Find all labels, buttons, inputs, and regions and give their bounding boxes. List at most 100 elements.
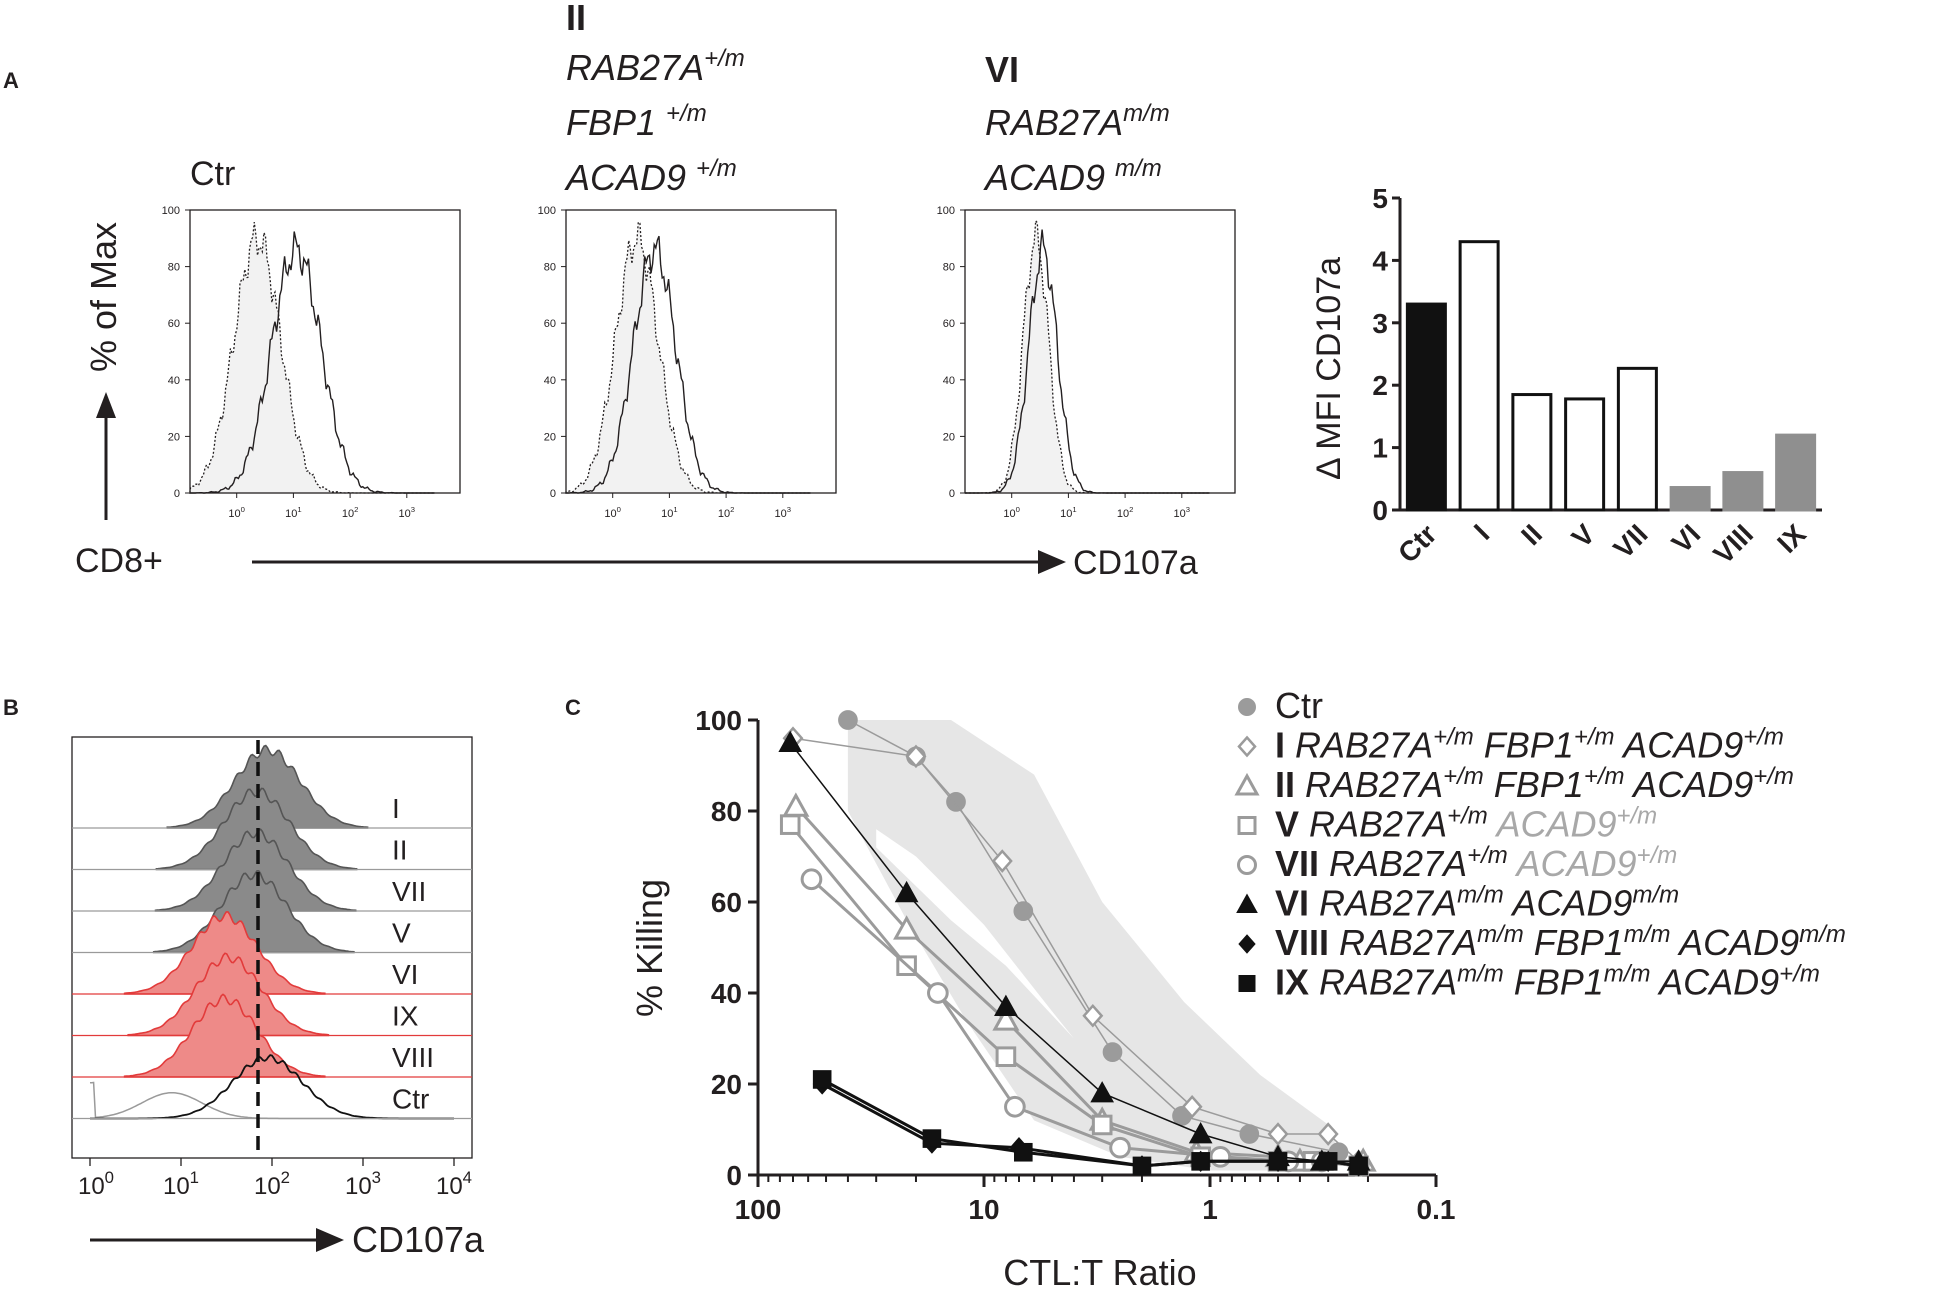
y-tick-label: 80	[168, 262, 180, 274]
x-tick-label: 102	[1117, 505, 1134, 520]
panel-b-row-label: I	[392, 793, 400, 824]
panel-b-x-tick-label-base: 10	[345, 1173, 372, 1200]
panel-b-x-tick-label-exp: 1	[190, 1168, 199, 1187]
panel-b-hist	[166, 744, 369, 829]
bar-y-tick-label: 3	[1372, 308, 1388, 339]
panel-c-point	[1090, 1081, 1115, 1103]
legend-marker	[1238, 698, 1256, 716]
panel-c-point	[1082, 1003, 1104, 1028]
x-tick-label-exp: 1	[1072, 505, 1076, 514]
x-tick-label-base: 10	[1003, 508, 1015, 520]
panel-c-label: C	[565, 695, 581, 720]
legend-genotype: m/m	[1457, 882, 1504, 909]
histogram-title-line: Ctr	[190, 155, 235, 193]
control-fill	[566, 222, 836, 493]
x-tick-label-base: 10	[285, 508, 297, 520]
title-text: ACAD9	[983, 157, 1115, 198]
panel-c-point	[1268, 1152, 1288, 1171]
legend-gene: Ctr	[1275, 685, 1323, 726]
panel-c-y-tick-label: 100	[695, 705, 742, 736]
x-tick-label-base: 10	[399, 508, 411, 520]
legend-marker	[1238, 975, 1256, 992]
legend-gene: RAB27A	[1339, 922, 1477, 963]
title-superscript: +/m	[696, 155, 737, 182]
y-tick-label: 60	[168, 318, 180, 330]
control-fill	[965, 220, 1235, 494]
panel-b-row-Ctr: Ctr	[72, 1054, 472, 1120]
legend-roman: II	[1275, 764, 1305, 805]
legend-roman: IX	[1275, 962, 1319, 1003]
legend-gene: RAB27A	[1305, 764, 1443, 805]
legend-marker	[1238, 934, 1256, 954]
legend-gene: RAB27A	[1319, 883, 1457, 924]
x-tick-label-base: 10	[1117, 508, 1129, 520]
panel-c-point	[1091, 1114, 1113, 1136]
panel-b-hist	[123, 993, 326, 1078]
x-tick-label: 100	[1003, 505, 1020, 520]
x-tick-label-base: 10	[228, 508, 240, 520]
panel-c-point	[779, 814, 801, 835]
bar-category-label: II	[1515, 518, 1548, 551]
panel-c-y-tick-label: 60	[711, 887, 742, 918]
panel-c-y-axis-label: % Killing	[629, 879, 670, 1017]
y-tick-label: 100	[937, 205, 955, 217]
legend-item-II: II RAB27A+/m FBP1+/m ACAD9+/m	[1234, 763, 1794, 805]
legend-genotype: +/m	[1779, 961, 1820, 988]
legend-roman: VI	[1275, 883, 1319, 924]
panel-c-series-IX	[812, 1070, 1368, 1176]
panel-c-point	[1014, 1142, 1033, 1162]
legend-gene: ACAD9	[1508, 843, 1637, 884]
panel-b-x-tick-label-base: 10	[78, 1173, 105, 1200]
legend-item-V: V RAB27A+/m ACAD9+/m	[1237, 803, 1657, 845]
panel-c-point	[1004, 1095, 1026, 1118]
x-tick-label: 103	[399, 505, 416, 520]
bar-category-label: V	[1566, 518, 1601, 553]
y-tick-label: 20	[943, 431, 955, 443]
panel-c-point	[1013, 901, 1034, 921]
y-tick-label: 60	[943, 318, 955, 330]
legend-genotype: m/m	[1604, 961, 1651, 988]
x-tick-label-exp: 0	[241, 505, 245, 514]
panel-b-x-tick-label-base: 10	[254, 1173, 281, 1200]
panel-c-x-tick-label: 10	[968, 1194, 999, 1225]
y-tick-label: 80	[943, 262, 955, 274]
y-tick-label: 60	[544, 318, 556, 330]
bar-category-label: Ctr	[1392, 518, 1443, 569]
legend-genotype: m/m	[1457, 961, 1504, 988]
title-text: RAB27A	[566, 47, 704, 88]
x-tick-label-exp: 2	[354, 505, 358, 514]
panel-c-point	[1102, 1042, 1123, 1063]
legend-label: I RAB27A+/m FBP1+/m ACAD9+/m	[1275, 724, 1784, 766]
bar-y-tick-label: 1	[1372, 433, 1388, 464]
panel-c-point	[994, 994, 1018, 1016]
panel-c-point	[1349, 1156, 1368, 1176]
panel-b-row-label: IX	[392, 1001, 419, 1032]
x-tick-label: 103	[1174, 505, 1191, 520]
legend-item-VII: VII RAB27A+/m ACAD9+/m	[1237, 842, 1677, 884]
panel-c-series-VI	[778, 730, 1371, 1171]
y-tick-label: 100	[538, 205, 556, 217]
legend-genotype: m/m	[1799, 921, 1846, 948]
bar-IX	[1775, 433, 1817, 512]
panel-b-x-tick-label-exp: 4	[463, 1168, 472, 1187]
panel-b-x-tick-label: 101	[163, 1168, 199, 1200]
panel-c-point	[838, 710, 858, 730]
bar-y-tick-label: 4	[1372, 245, 1388, 276]
panel-b-row-VII: VII	[72, 828, 472, 912]
panel-a-x-label-left: CD8+	[75, 542, 163, 580]
title-superscript: m/m	[1115, 155, 1162, 182]
y-tick-label: 0	[174, 488, 180, 500]
legend-genotype: +/m	[1447, 803, 1488, 830]
panel-b-row-label: VI	[392, 959, 418, 990]
panel-c-point	[1181, 1094, 1203, 1119]
panel-b-row-IX: IX	[72, 952, 472, 1037]
control-fill	[190, 222, 460, 493]
panel-b-row-label: Ctr	[392, 1084, 429, 1115]
panel-a-label: A	[3, 68, 19, 93]
panel-c-point	[778, 730, 803, 753]
legend-genotype: +/m	[1753, 763, 1794, 790]
